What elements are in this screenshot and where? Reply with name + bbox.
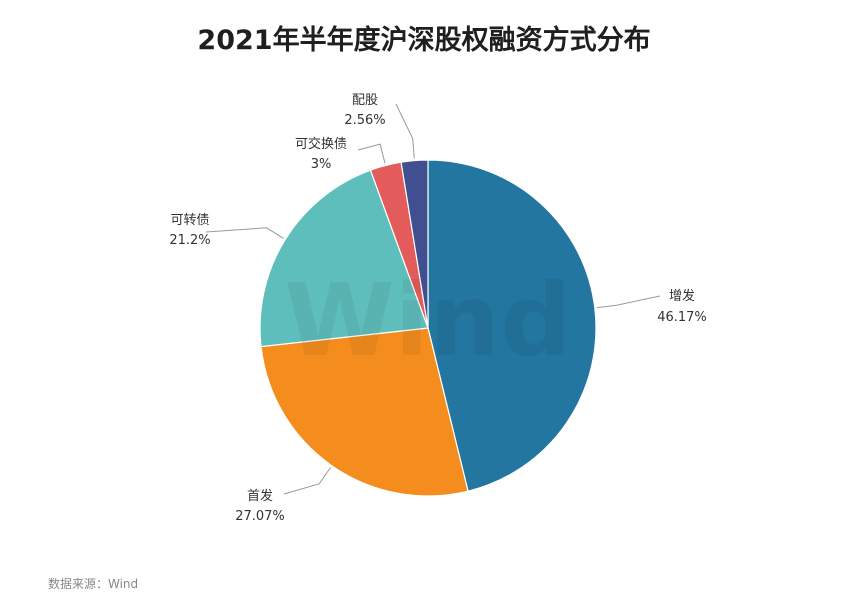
source-note: 数据来源：Wind xyxy=(48,577,139,591)
slice-value-1: 46.17% xyxy=(657,310,707,325)
leader-line-5 xyxy=(395,103,415,159)
leader-line-4 xyxy=(357,143,386,164)
leader-line-2 xyxy=(283,467,332,495)
pie-slice-5 xyxy=(400,159,429,329)
pie-slice-2 xyxy=(260,327,469,497)
slice-label-5: 配股 xyxy=(352,93,378,108)
slice-label-2: 首发 xyxy=(247,488,273,504)
slice-label-4: 可交换债 xyxy=(295,136,347,152)
pie-slice-1 xyxy=(427,159,597,492)
pie-slices xyxy=(259,159,597,497)
leader-line-3 xyxy=(205,227,284,239)
watermark: Wind xyxy=(284,262,571,379)
leader-line-1 xyxy=(596,295,661,309)
slice-value-4: 3% xyxy=(311,157,332,172)
slice-label-3: 可转债 xyxy=(170,213,209,228)
slice-labels: 增发 46.17% 首发 27.07% 可转债 21.2% 可交换债 3% 配股 2.56% xyxy=(169,93,706,524)
slice-value-3: 21.2% xyxy=(169,233,210,248)
chart-title: 2021年半年度沪深股权融资方式分布 xyxy=(197,25,651,56)
slice-value-5: 2.56% xyxy=(344,113,385,128)
slice-label-1: 增发 xyxy=(669,288,695,304)
leader-lines xyxy=(205,103,661,495)
slice-value-2: 27.07% xyxy=(235,509,285,524)
